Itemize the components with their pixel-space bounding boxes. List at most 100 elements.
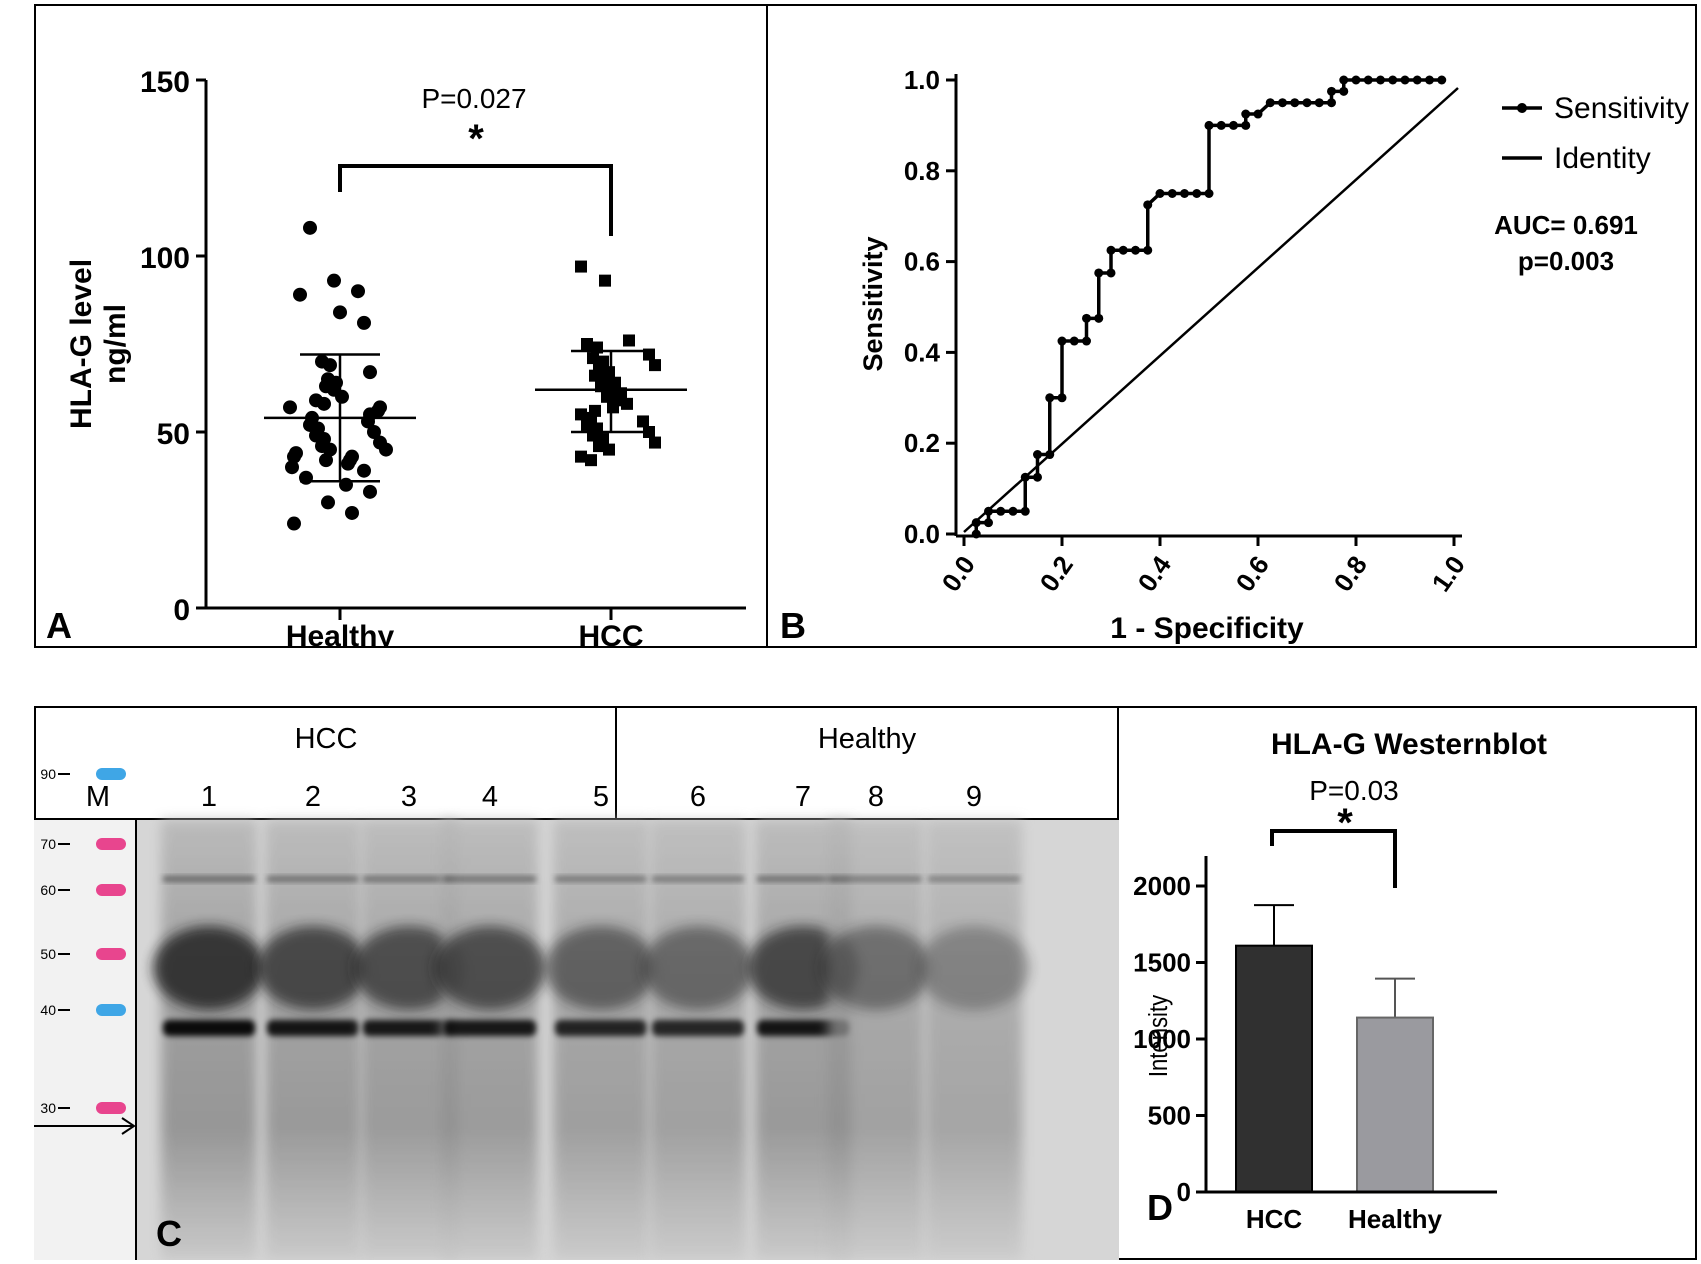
a-ytick-label-0: 0 (173, 594, 190, 627)
panel-b-roc-chart: 0.0 0.2 0.4 0.6 0.8 1.0 0.0 0.2 0.4 0.6 0.8 1.0 Sen… (780, 65, 1689, 646)
c-band-upper-8 (830, 876, 922, 882)
d-title: HLA-G Westernblot (1271, 728, 1547, 761)
b-sensitivity-point (1143, 245, 1153, 255)
b-legend-sensitivity-label: Sensitivity (1554, 92, 1689, 125)
d-bar-healthy (1356, 1016, 1434, 1193)
b-sensitivity-point (1339, 75, 1349, 85)
d-panel-letter: D (1147, 1187, 1173, 1228)
b-xtick-label: 0.6 (1230, 550, 1275, 597)
a-point-healthy (323, 442, 337, 457)
b-sensitivity-point (1057, 393, 1067, 403)
b-xtick-label: 0.8 (1328, 550, 1373, 597)
c-band-50kda-3 (353, 926, 465, 1010)
b-sensitivity-point (1057, 336, 1067, 346)
a-point-healthy (299, 470, 313, 485)
b-ytick-label: 0.6 (904, 247, 940, 277)
b-sensitivity-point (1069, 336, 1079, 346)
a-ytick-label-150: 150 (140, 66, 190, 99)
b-ylabel: Sensitivity (858, 236, 888, 371)
panel-d-bar-chart: HLA-G Westernblot P=0.03 * HCC Healthy 0 5… (1133, 728, 1547, 1234)
c-band-upper-9 (928, 876, 1020, 882)
c-group-label-hcc: HCC (295, 723, 358, 755)
a-point-hcc (575, 450, 587, 463)
b-sensitivity-point (1314, 98, 1324, 108)
b-sensitivity-point (1180, 189, 1189, 198)
a-point-healthy (293, 287, 307, 302)
b-ytick-label: 0.0 (904, 519, 940, 549)
a-point-hcc (575, 408, 587, 421)
a-ytick-label-100: 100 (140, 242, 190, 275)
a-point-healthy (357, 463, 371, 478)
c-band-upper-7 (757, 876, 849, 882)
c-marker-label-60: 60 (40, 882, 56, 898)
b-sensitivity-point (1388, 75, 1398, 85)
c-lane-smear-5 (553, 820, 649, 1260)
c-band-50kda-1 (153, 926, 265, 1010)
a-significance-star: * (468, 117, 484, 161)
b-p-annotation: p=0.003 (1518, 246, 1614, 276)
c-marker-band-90 (96, 768, 126, 780)
a-ylabel-line1: HLA-G level (65, 259, 98, 429)
b-sensitivity-point (1425, 75, 1434, 85)
a-point-hcc (637, 415, 649, 428)
a-point-healthy (363, 484, 377, 499)
a-point-healthy (341, 456, 355, 471)
b-sensitivity-point (1033, 450, 1042, 460)
b-sensitivity-point (1131, 245, 1140, 255)
c-marker-band-50 (96, 948, 126, 960)
b-xtick-label: 0.2 (1034, 550, 1079, 597)
c-band-hlag-6 (652, 1020, 744, 1036)
c-marker-band-30 (96, 1102, 126, 1114)
c-band-hlag-3 (363, 1020, 455, 1036)
c-band-50kda-5 (545, 926, 657, 1010)
a-point-hcc (623, 334, 635, 347)
b-sensitivity-point (1143, 200, 1153, 210)
c-group-label-healthy: Healthy (818, 723, 917, 755)
d-ytick-label: 0 (1177, 1177, 1191, 1207)
b-sensitivity-point (1216, 120, 1226, 130)
b-legend-identity-label: Identity (1554, 142, 1651, 175)
a-point-hcc (585, 454, 597, 467)
a-point-healthy (351, 284, 365, 299)
a-point-healthy (319, 453, 333, 468)
d-ytick-label: 500 (1148, 1101, 1191, 1131)
c-lane-label-m: M (86, 781, 110, 813)
a-ytick-label-50: 50 (157, 418, 190, 451)
a-ylabel-line2: ng/ml (99, 304, 132, 384)
c-lane-label-2: 2 (305, 781, 321, 813)
a-point-healthy (345, 505, 359, 520)
c-band-hlag-4 (444, 1020, 536, 1036)
a-point-healthy (367, 425, 381, 439)
b-sensitivity-point (1339, 86, 1349, 96)
b-ytick-label: 0.4 (904, 337, 941, 367)
a-point-healthy (335, 389, 349, 404)
b-sensitivity-point (1155, 189, 1165, 198)
b-sensitivity-point (1229, 120, 1238, 130)
b-panel-letter: B (780, 605, 806, 646)
b-sensitivity-point (1020, 472, 1030, 482)
c-band-50kda-4 (434, 926, 546, 1010)
a-point-hcc (649, 436, 661, 449)
a-point-hcc (621, 397, 633, 410)
c-lane-label-7: 7 (795, 781, 811, 813)
c-lane-label-1: 1 (201, 781, 217, 813)
b-sensitivity-point (1327, 98, 1336, 108)
c-band-hlag-2 (267, 1020, 359, 1036)
b-sensitivity-point (1437, 75, 1447, 85)
d-xtick-label-healthy: Healthy (1348, 1204, 1442, 1234)
a-point-hcc (649, 359, 661, 372)
a-point-hcc (607, 401, 619, 414)
c-band-upper-1 (163, 876, 255, 882)
c-band-hlag-1 (163, 1020, 255, 1036)
b-sensitivity-point (1106, 268, 1116, 278)
b-sensitivity-point (984, 506, 993, 516)
a-point-healthy (303, 220, 317, 235)
b-identity-line (963, 87, 1459, 533)
c-lane-label-5: 5 (593, 781, 609, 813)
a-significance-bracket (338, 164, 613, 236)
c-band-upper-6 (652, 876, 744, 882)
a-point-healthy (323, 358, 337, 373)
b-sensitivity-point (1327, 86, 1336, 96)
b-sensitivity-point (1302, 98, 1312, 108)
c-lane-smear-9 (926, 820, 1022, 1260)
